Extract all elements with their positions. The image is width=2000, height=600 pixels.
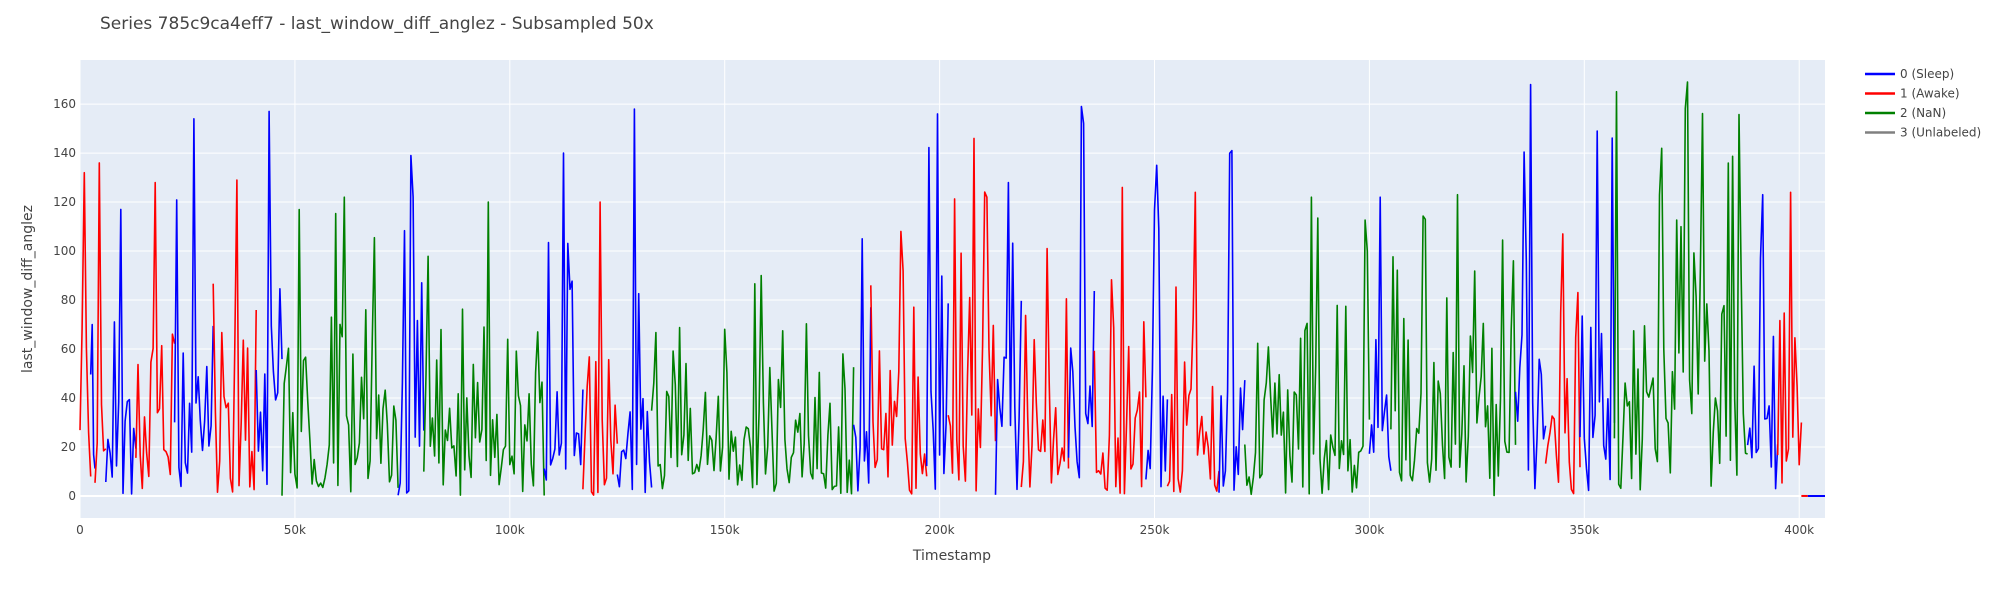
series-2-segment (650, 274, 855, 495)
legend-label: 0 (Sleep) (1900, 67, 1954, 81)
x-axis-label: Timestamp (912, 548, 991, 564)
legend-label: 2 (NaN) (1900, 106, 1946, 120)
y-tick-label: 160 (53, 97, 76, 111)
series-0-segment (852, 238, 872, 492)
chart-title: Series 785c9ca4eff7 - last_window_diff_a… (100, 14, 654, 34)
series-1-segment (947, 137, 997, 492)
series-0-segment (1579, 130, 1616, 492)
legend-item[interactable]: 2 (NaN) (1865, 106, 1946, 120)
x-tick-labels: 0 50k 100k 150k 200k 250k 300k 350k 400k (76, 523, 1814, 537)
y-tick-label: 80 (61, 293, 76, 307)
y-tick-label: 0 (68, 489, 76, 503)
series-0-segment (89, 323, 96, 469)
series-1-segment (1544, 233, 1581, 495)
series-0-segment (1145, 164, 1169, 488)
x-tick-label: 200k (925, 523, 955, 537)
y-tick-label: 140 (53, 146, 76, 160)
legend[interactable]: 0 (Sleep) 1 (Awake) 2 (NaN) 3 (Unlabeled) (1865, 67, 1981, 140)
x-tick-label: 50k (284, 523, 306, 537)
series-1-segment (1166, 191, 1220, 493)
series-0-segment (1218, 149, 1246, 493)
x-tick-label: 0 (76, 523, 84, 537)
series-1-segment (1093, 186, 1147, 495)
y-tick-label: 40 (61, 391, 76, 405)
y-tick-label: 120 (53, 195, 76, 209)
series-0-segment (1514, 83, 1547, 490)
series-0-segment (925, 113, 949, 490)
legend-label: 1 (Awake) (1900, 87, 1960, 101)
series-0-segment (543, 152, 584, 481)
series-2-segment (1613, 81, 1748, 491)
legend-label: 3 (Unlabeled) (1900, 126, 1981, 140)
series-0-segment (1067, 105, 1096, 479)
x-tick-label: 100k (495, 523, 525, 537)
series-1-segment (1776, 191, 1803, 484)
x-tick-label: 250k (1140, 523, 1170, 537)
series-0-segment (1746, 193, 1779, 490)
y-tick-label: 20 (61, 440, 76, 454)
traces (79, 81, 1825, 497)
x-tick-label: 400k (1784, 523, 1814, 537)
series-2-segment (281, 196, 399, 496)
series-2-segment (423, 201, 545, 496)
series-2-segment (1244, 196, 1371, 496)
legend-item[interactable]: 1 (Awake) (1865, 87, 1960, 101)
y-tick-label: 100 (53, 244, 76, 258)
y-axis-label: last_window_diff_anglez (20, 205, 36, 373)
series-1-segment (94, 162, 107, 483)
series-1-segment (1020, 247, 1070, 488)
series-2-segment (1390, 193, 1517, 497)
series-1-segment (79, 171, 92, 477)
x-tick-label: 350k (1569, 523, 1599, 537)
legend-item[interactable]: 3 (Unlabeled) (1865, 126, 1981, 140)
y-tick-label: 60 (61, 342, 76, 356)
y-tick-labels: 0 20 40 60 80 100 120 140 160 (53, 97, 76, 503)
series-1-segment (135, 181, 176, 490)
x-tick-label: 150k (710, 523, 740, 537)
series-0-segment (1368, 196, 1392, 471)
series-0-segment (255, 110, 283, 486)
series-0-segment (397, 154, 425, 496)
legend-item[interactable]: 0 (Sleep) (1865, 67, 1954, 81)
series-1-segment (212, 179, 257, 494)
series-1-segment (870, 230, 928, 495)
x-tick-label: 300k (1354, 523, 1384, 537)
series-1-segment (582, 201, 619, 496)
series-0-segment (994, 181, 1023, 495)
series-0-segment (616, 108, 653, 494)
series-0-segment (173, 118, 214, 488)
series-0-segment (105, 208, 137, 495)
